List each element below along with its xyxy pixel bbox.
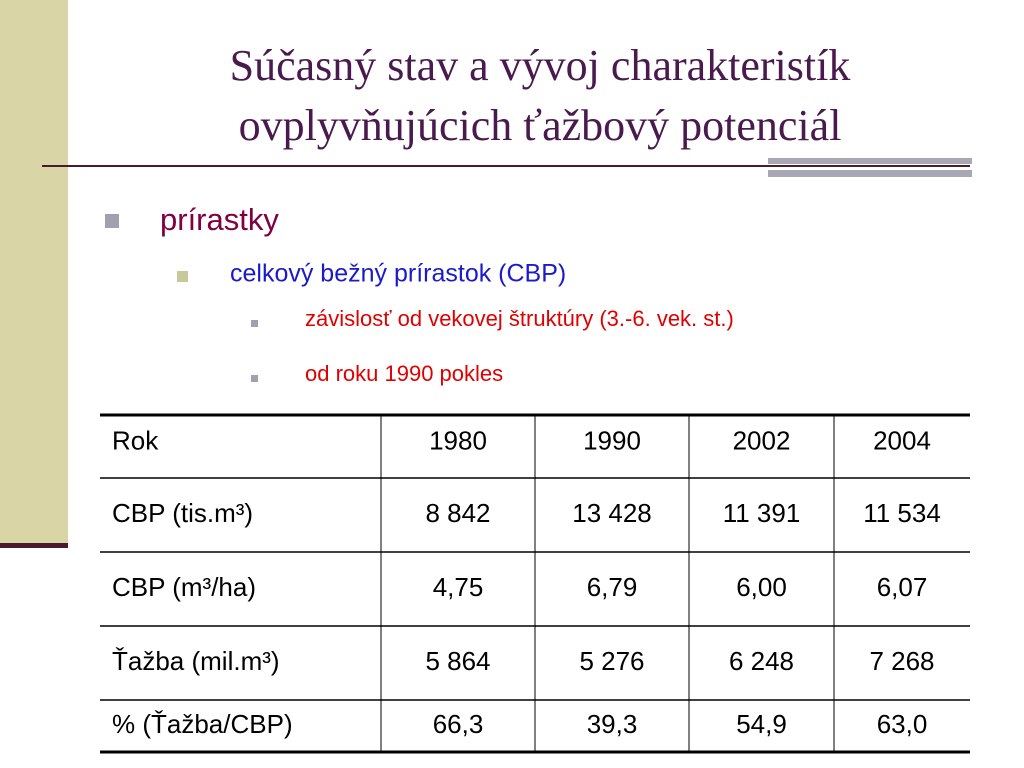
table-cell: 6,79	[587, 572, 638, 602]
table-cell: Ťažba (mil.m³)	[112, 646, 280, 676]
table-cell: 63,0	[877, 709, 928, 739]
title-line: ovplyvňujúcich ťažbový potenciál	[239, 101, 842, 150]
accent-bar	[768, 158, 972, 164]
table-cell: 6 248	[729, 646, 794, 676]
table-cell: 1980	[429, 425, 487, 455]
side-bar	[0, 0, 68, 545]
table-cell: 1990	[583, 425, 641, 455]
accent-bar	[768, 170, 972, 177]
bullet	[251, 320, 258, 327]
bullet	[251, 375, 258, 382]
table-cell: 66,3	[433, 709, 484, 739]
table-cell: 5 276	[579, 646, 644, 676]
table: Rok 1980 1990 2002 2004 CBP (tis.m³) 8 842 13 4…	[100, 413, 970, 754]
side-bar-line	[0, 543, 68, 548]
table-cell: 7 268	[869, 646, 934, 676]
table-cell: CBP (tis.m³)	[112, 498, 253, 528]
bullet	[105, 214, 119, 228]
table-cell: % (Ťažba/CBP)	[112, 709, 293, 739]
title-line: Súčasný stav a vývoj charakteristík	[230, 41, 851, 90]
table-cell: 8 842	[425, 498, 490, 528]
bullet	[177, 271, 188, 282]
table-cell: 2004	[873, 425, 931, 455]
table-cell: 39,3	[587, 709, 638, 739]
table-cell: 4,75	[433, 572, 484, 602]
table-cell: 11 391	[723, 498, 801, 528]
bullet-text: od roku 1990 pokles	[305, 361, 503, 386]
table-cell: 11 534	[863, 498, 941, 528]
table-cell: 6,07	[877, 572, 928, 602]
table-cell: 54,9	[736, 709, 787, 739]
table-cell: 2002	[733, 425, 791, 455]
table-cell: CBP (m³/ha)	[112, 572, 256, 602]
table-cell: 5 864	[425, 646, 490, 676]
bullet-text: závislosť od vekovej štruktúry (3.-6. ve…	[305, 306, 734, 331]
table-cell: 6,00	[736, 572, 787, 602]
table-cell: 13 428	[572, 498, 652, 528]
bullet-text: prírastky	[160, 202, 279, 237]
table-cell: Rok	[112, 425, 159, 455]
bullet-text: celkový bežný prírastok (CBP)	[230, 260, 566, 288]
